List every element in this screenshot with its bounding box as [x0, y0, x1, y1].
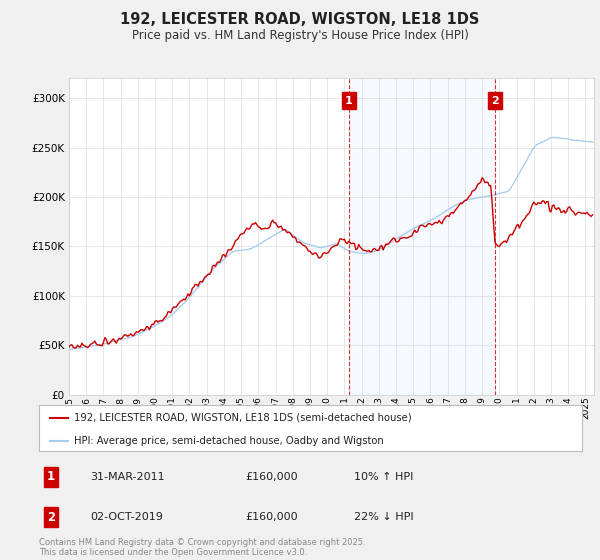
Text: HPI: Average price, semi-detached house, Oadby and Wigston: HPI: Average price, semi-detached house,… [74, 436, 384, 446]
Text: £160,000: £160,000 [245, 472, 298, 482]
Text: 1: 1 [345, 96, 353, 105]
Text: Price paid vs. HM Land Registry's House Price Index (HPI): Price paid vs. HM Land Registry's House … [131, 29, 469, 42]
Text: 02-OCT-2019: 02-OCT-2019 [91, 512, 163, 522]
Text: £160,000: £160,000 [245, 512, 298, 522]
Text: 2: 2 [491, 96, 499, 105]
Text: Contains HM Land Registry data © Crown copyright and database right 2025.
This d: Contains HM Land Registry data © Crown c… [39, 538, 365, 557]
Text: 2: 2 [47, 511, 55, 524]
Text: 1: 1 [47, 470, 55, 483]
Text: 192, LEICESTER ROAD, WIGSTON, LE18 1DS: 192, LEICESTER ROAD, WIGSTON, LE18 1DS [121, 12, 479, 27]
Text: 192, LEICESTER ROAD, WIGSTON, LE18 1DS (semi-detached house): 192, LEICESTER ROAD, WIGSTON, LE18 1DS (… [74, 413, 412, 423]
Text: 31-MAR-2011: 31-MAR-2011 [91, 472, 165, 482]
Text: 10% ↑ HPI: 10% ↑ HPI [354, 472, 413, 482]
Bar [349, 78, 495, 395]
Text: 22% ↓ HPI: 22% ↓ HPI [354, 512, 413, 522]
